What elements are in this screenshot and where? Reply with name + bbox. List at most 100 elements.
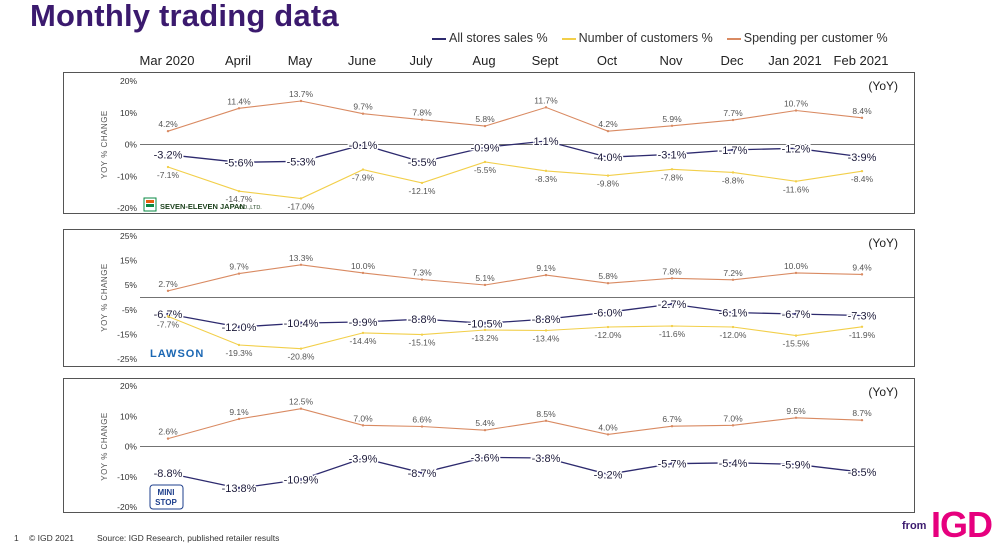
data-label: 7.2%	[723, 268, 743, 278]
legend-item: All stores sales %	[432, 31, 548, 45]
data-point	[544, 329, 548, 332]
data-label: -10.5%	[468, 318, 503, 330]
data-label: 9.1%	[229, 407, 249, 417]
month-label: Dec	[720, 53, 744, 68]
data-point	[420, 278, 424, 281]
line-chart-svg: 25% 15% 5% -5% -15% -25% YOY % CHANGE (YoY) -6.7…	[100, 231, 915, 364]
month-label: Aug	[472, 53, 496, 68]
data-label: -15.1%	[409, 338, 436, 348]
data-point	[237, 325, 241, 329]
unit-label: (YoY)	[868, 385, 898, 399]
data-point	[420, 425, 424, 428]
data-label: -6.7%	[154, 309, 183, 321]
data-point	[860, 273, 864, 276]
data-label: 8.5%	[536, 409, 556, 419]
legend-label: All stores sales %	[449, 31, 548, 45]
data-point	[544, 169, 548, 173]
data-label: -5.7%	[658, 459, 687, 471]
data-label: -5.5%	[408, 157, 437, 169]
data-label: 6.6%	[412, 415, 432, 425]
data-label: -8.3%	[535, 174, 558, 184]
data-point	[237, 486, 241, 490]
data-label: -1.7%	[719, 145, 748, 157]
data-point	[237, 272, 241, 275]
data-point	[483, 160, 487, 164]
y-tick-label: -10%	[117, 472, 137, 482]
y-axis-label: YOY % CHANGE	[100, 412, 109, 481]
data-point	[544, 106, 548, 109]
data-label: 6.7%	[662, 414, 682, 424]
data-label: -12.0%	[595, 330, 622, 340]
data-label: -8.7%	[408, 468, 437, 480]
line-chart-svg: 20% 10% 0% -10% -20% YOY % CHANGE (YoY) -3.2% -5…	[100, 76, 915, 213]
data-point	[731, 424, 735, 427]
data-point	[237, 189, 241, 193]
data-point	[299, 477, 303, 482]
data-label: 9.1%	[536, 263, 556, 273]
data-label: 8.7%	[852, 408, 872, 418]
series-line	[167, 140, 863, 163]
legend-item: Number of customers %	[561, 31, 713, 45]
data-label: 4.2%	[598, 119, 618, 129]
y-tick-label: -20%	[117, 203, 137, 213]
data-label: -14.4%	[350, 336, 377, 346]
data-point	[794, 462, 798, 466]
data-label: -13.2%	[472, 333, 499, 343]
logo-suffix-text: STOP	[155, 498, 177, 507]
data-point	[420, 333, 424, 336]
data-point	[544, 273, 548, 277]
data-point	[237, 417, 241, 421]
data-label: -3.9%	[349, 453, 378, 465]
data-label: 8.4%	[852, 106, 872, 116]
data-label: -3.2%	[154, 150, 183, 162]
data-label: 5.8%	[475, 114, 495, 124]
data-point	[794, 416, 798, 419]
series-line	[167, 456, 863, 489]
data-label: -7.1%	[157, 170, 180, 180]
data-point	[606, 129, 610, 133]
unit-label: (YoY)	[868, 79, 898, 93]
data-label: 7.8%	[412, 108, 432, 118]
data-label: -11.6%	[783, 184, 810, 194]
data-point	[361, 320, 365, 324]
data-point	[299, 99, 303, 103]
data-point	[166, 315, 170, 318]
data-label: 12.5%	[289, 397, 314, 407]
data-label: -9.2%	[594, 469, 623, 481]
legend-label: Spending per customer %	[743, 31, 888, 45]
data-label: -0.1%	[349, 140, 378, 152]
data-label: -5.3%	[287, 156, 316, 168]
legend-swatch	[432, 37, 446, 40]
data-label: -19.3%	[226, 348, 253, 358]
data-point	[361, 168, 365, 171]
data-label: -17.0%	[288, 201, 315, 211]
data-point	[606, 433, 610, 436]
y-tick-label: -25%	[117, 354, 137, 364]
y-tick-label: -5%	[122, 305, 138, 315]
line-chart-svg: 20% 10% 0% -10% -20% YOY % CHANGE (YoY) -8.8% -1…	[100, 381, 915, 512]
data-label: 11.7%	[534, 95, 558, 105]
month-label: Feb 2021	[833, 53, 889, 68]
data-point	[483, 124, 487, 128]
data-label: -5.4%	[719, 458, 748, 470]
data-label: 10.0%	[784, 261, 809, 271]
series-line	[167, 100, 863, 132]
series-line	[167, 161, 863, 200]
data-label: -8.4%	[851, 174, 874, 184]
data-point	[483, 328, 487, 332]
data-label: -5.6%	[225, 157, 254, 169]
data-point	[166, 289, 170, 293]
data-point	[237, 343, 241, 347]
data-label: -3.6%	[471, 452, 500, 464]
igd-logo: IGD	[931, 504, 993, 545]
data-point	[794, 109, 798, 112]
data-label: -11.9%	[849, 330, 876, 340]
y-tick-label: 20%	[120, 76, 137, 86]
legend-swatch	[726, 37, 741, 40]
data-point	[483, 283, 487, 287]
data-label: -5.5%	[474, 165, 497, 175]
page-number: 1	[14, 533, 19, 543]
data-label: -5.9%	[782, 459, 811, 471]
data-label: -4.0%	[594, 152, 623, 164]
